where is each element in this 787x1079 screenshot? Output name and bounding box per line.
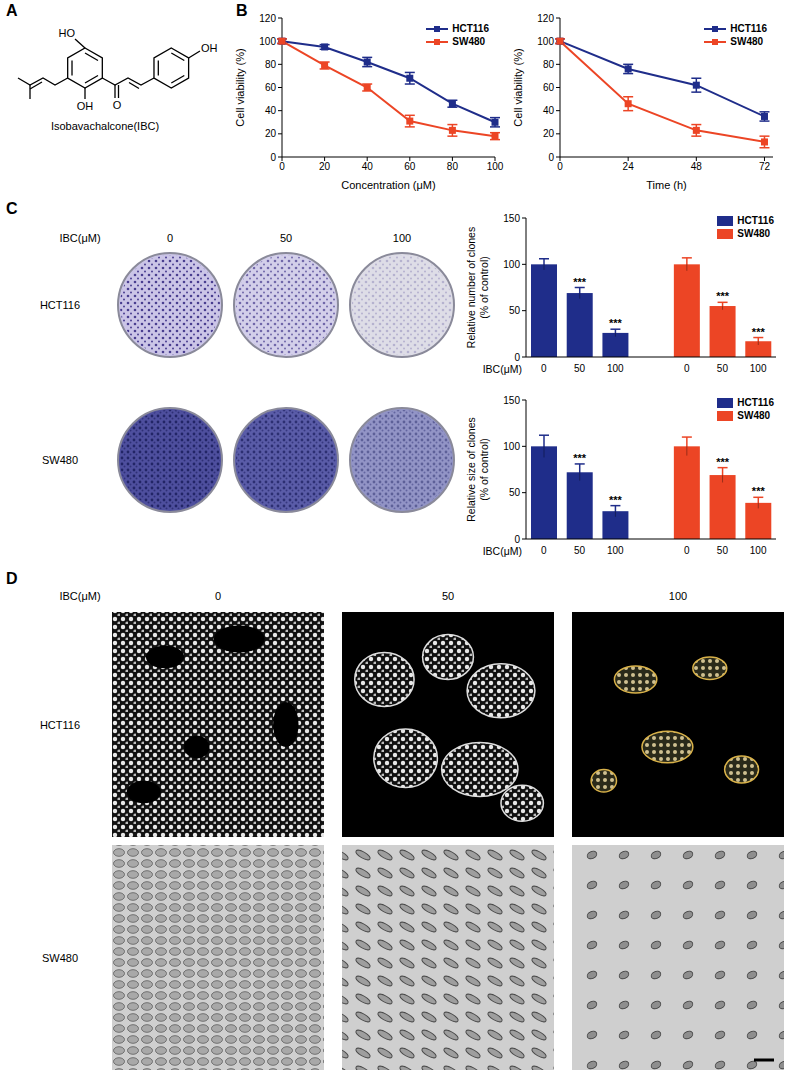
svg-text:0: 0	[684, 545, 690, 556]
svg-text:***: ***	[609, 317, 623, 329]
svg-text:IBC(μM): IBC(μM)	[483, 363, 522, 375]
svg-text:***: ***	[752, 485, 766, 497]
svg-text:20: 20	[265, 128, 277, 139]
svg-text:Relative size of clones(% of c: Relative size of clones(% of control)	[465, 417, 490, 521]
svg-text:IBC(μM): IBC(μM)	[483, 545, 522, 557]
svg-text:48: 48	[691, 161, 703, 172]
svg-text:***: ***	[573, 276, 587, 288]
svg-text:HCT116: HCT116	[40, 719, 80, 731]
svg-text:Time (h): Time (h)	[646, 179, 687, 191]
svg-text:***: ***	[573, 452, 587, 464]
svg-text:***: ***	[716, 290, 730, 302]
svg-text:120: 120	[537, 13, 554, 24]
svg-text:100: 100	[503, 441, 520, 452]
svg-text:***: ***	[716, 456, 730, 468]
svg-text:SW480: SW480	[42, 454, 78, 466]
svg-text:50: 50	[280, 232, 292, 244]
svg-text:0: 0	[514, 352, 520, 363]
svg-text:50: 50	[717, 545, 729, 556]
svg-text:HO: HO	[59, 27, 76, 39]
svg-text:100: 100	[750, 545, 767, 556]
svg-text:40: 40	[362, 161, 374, 172]
svg-text:Cell viability (%): Cell viability (%)	[512, 48, 524, 126]
svg-text:***: ***	[752, 326, 766, 338]
svg-text:150: 150	[503, 395, 520, 406]
html-text:SW480: SW480	[737, 228, 771, 239]
svg-text:A: A	[6, 2, 18, 19]
svg-text:Relative number of clones(% of: Relative number of clones(% of control)	[465, 227, 490, 348]
svg-text:50: 50	[442, 590, 454, 602]
svg-text:HCT116: HCT116	[40, 299, 80, 311]
html-text:SW480: SW480	[730, 36, 764, 47]
svg-text:50: 50	[509, 487, 521, 498]
svg-text:0: 0	[270, 152, 276, 163]
svg-text:100: 100	[607, 363, 624, 374]
html-text:SW480: SW480	[737, 410, 771, 421]
html-text:SW480: SW480	[452, 36, 486, 47]
svg-text:0: 0	[541, 363, 547, 374]
html-text:HCT116: HCT116	[737, 215, 774, 226]
svg-text:80: 80	[447, 161, 459, 172]
svg-text:0: 0	[167, 232, 173, 244]
svg-text:D: D	[6, 570, 18, 587]
svg-text:100: 100	[503, 259, 520, 270]
svg-text:0: 0	[548, 152, 554, 163]
svg-text:C: C	[6, 200, 18, 217]
svg-text:24: 24	[623, 161, 635, 172]
svg-text:120: 120	[259, 13, 276, 24]
svg-text:60: 60	[265, 82, 277, 93]
svg-text:50: 50	[574, 363, 586, 374]
svg-text:80: 80	[543, 59, 555, 70]
svg-text:40: 40	[543, 105, 555, 116]
svg-text:80: 80	[265, 59, 277, 70]
svg-text:Isobavachalcone(IBC): Isobavachalcone(IBC)	[51, 120, 159, 132]
svg-text:***: ***	[609, 494, 623, 506]
svg-text:20: 20	[543, 128, 555, 139]
svg-text:OH: OH	[201, 42, 218, 54]
svg-text:50: 50	[509, 305, 521, 316]
svg-text:Concentration (μM): Concentration (μM)	[341, 179, 435, 191]
svg-text:0: 0	[557, 161, 563, 172]
svg-text:0: 0	[514, 534, 520, 545]
html-text:HCT116: HCT116	[452, 23, 489, 34]
svg-text:100: 100	[487, 161, 504, 172]
svg-text:72: 72	[759, 161, 771, 172]
svg-text:O: O	[113, 99, 122, 111]
svg-text:150: 150	[503, 213, 520, 224]
svg-text:IBC(μM): IBC(μM)	[59, 590, 100, 602]
html-text:HCT116: HCT116	[730, 23, 767, 34]
svg-text:100: 100	[750, 363, 767, 374]
svg-text:60: 60	[543, 82, 555, 93]
svg-text:100: 100	[669, 590, 687, 602]
svg-text:IBC(μM): IBC(μM)	[59, 232, 100, 244]
svg-text:50: 50	[574, 545, 586, 556]
svg-text:B: B	[236, 2, 248, 19]
svg-text:0: 0	[541, 545, 547, 556]
svg-text:0: 0	[279, 161, 285, 172]
svg-text:20: 20	[319, 161, 331, 172]
svg-text:0: 0	[215, 590, 221, 602]
svg-text:100: 100	[259, 36, 276, 47]
svg-text:100: 100	[537, 36, 554, 47]
svg-text:40: 40	[265, 105, 277, 116]
html-text:HCT116: HCT116	[737, 397, 774, 408]
svg-text:60: 60	[404, 161, 416, 172]
svg-text:OH: OH	[77, 100, 94, 112]
svg-text:50: 50	[717, 363, 729, 374]
svg-text:100: 100	[393, 232, 411, 244]
svg-text:SW480: SW480	[42, 952, 78, 964]
svg-text:100: 100	[607, 545, 624, 556]
svg-text:0: 0	[684, 363, 690, 374]
svg-text:Cell viability (%): Cell viability (%)	[234, 48, 246, 126]
